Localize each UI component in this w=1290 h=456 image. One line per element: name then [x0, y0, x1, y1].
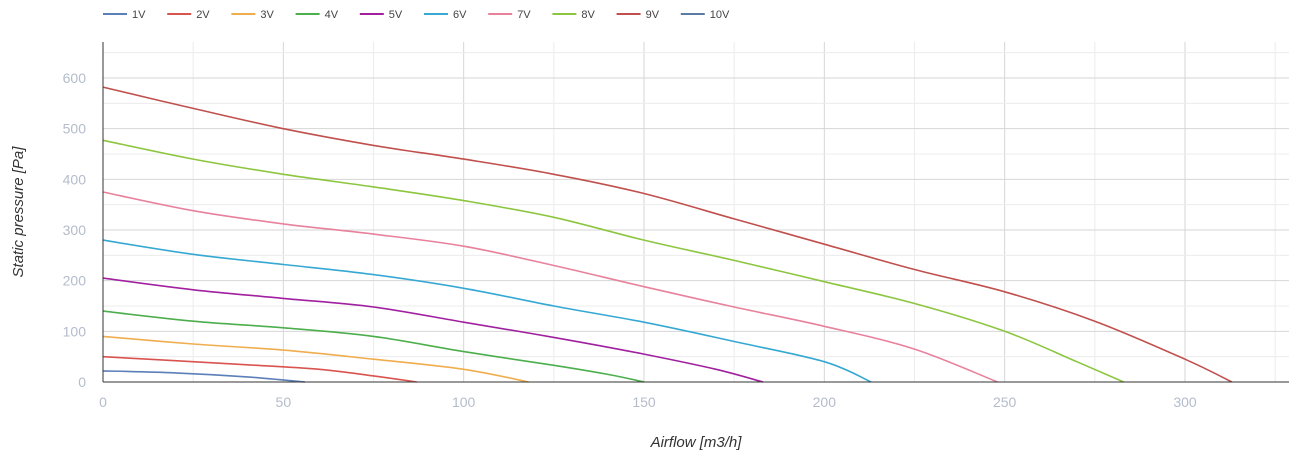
y-tick-label: 100 [63, 323, 87, 339]
series-line-9v[interactable] [102, 86, 1233, 383]
legend-label: 4V [325, 9, 339, 21]
chart-tick-labels: 0 50 100 150 200 250 300 0 100 200 300 400 500 600 [63, 70, 1197, 410]
y-tick-label: 400 [63, 171, 87, 187]
x-axis-title: Airflow [m3/h] [650, 434, 743, 451]
y-tick-label: 0 [78, 374, 86, 390]
legend-label: 7V [517, 9, 531, 21]
y-tick-label: 500 [63, 121, 87, 137]
legend-item-1v[interactable]: 1V [103, 9, 146, 21]
legend-label: 2V [196, 9, 210, 21]
legend-item-6v[interactable]: 6V [424, 9, 467, 21]
x-tick-label: 300 [1173, 394, 1197, 410]
legend-label: 10V [710, 9, 730, 21]
legend-label: 1V [132, 9, 146, 21]
series-line-4v[interactable] [102, 310, 645, 383]
legend-item-10v[interactable]: 10V [680, 9, 730, 21]
legend-label: 5V [389, 9, 403, 21]
series-line-1v[interactable] [102, 370, 306, 383]
legend-label: 8V [581, 9, 595, 21]
chart-axes [102, 42, 1289, 383]
y-tick-label: 300 [63, 222, 87, 238]
chart-grid [102, 42, 1289, 382]
chart-series-group [102, 86, 1233, 383]
legend-item-4v[interactable]: 4V [295, 9, 339, 21]
x-tick-label: 100 [452, 394, 476, 410]
legend-item-7v[interactable]: 7V [488, 9, 531, 21]
legend-item-2v[interactable]: 2V [167, 9, 210, 21]
legend-item-3v[interactable]: 3V [231, 9, 275, 21]
y-tick-label: 200 [63, 273, 87, 289]
x-tick-label: 50 [276, 394, 292, 410]
legend-item-8v[interactable]: 8V [552, 9, 596, 21]
y-axis-title: Static pressure [Pa] [10, 146, 27, 278]
legend-label: 9V [646, 9, 660, 21]
x-tick-label: 150 [632, 394, 656, 410]
legend-label: 6V [453, 9, 467, 21]
y-tick-label: 600 [63, 70, 87, 86]
x-tick-label: 250 [993, 394, 1017, 410]
series-line-7v[interactable] [102, 191, 998, 383]
series-line-8v[interactable] [102, 139, 1125, 383]
series-line-3v[interactable] [102, 335, 529, 383]
x-tick-label: 0 [99, 394, 107, 410]
series-line-6v[interactable] [102, 239, 872, 383]
series-line-2v[interactable] [102, 355, 417, 383]
legend-item-9v[interactable]: 9V [616, 9, 660, 21]
chart-legend: 1V 2V 3V 4V 5V 6V 7V 8V 9V 10V [103, 9, 730, 21]
legend-item-5v[interactable]: 5V [359, 9, 403, 21]
x-tick-label: 200 [813, 394, 837, 410]
legend-label: 3V [260, 9, 274, 21]
series-line-5v[interactable] [102, 277, 764, 383]
